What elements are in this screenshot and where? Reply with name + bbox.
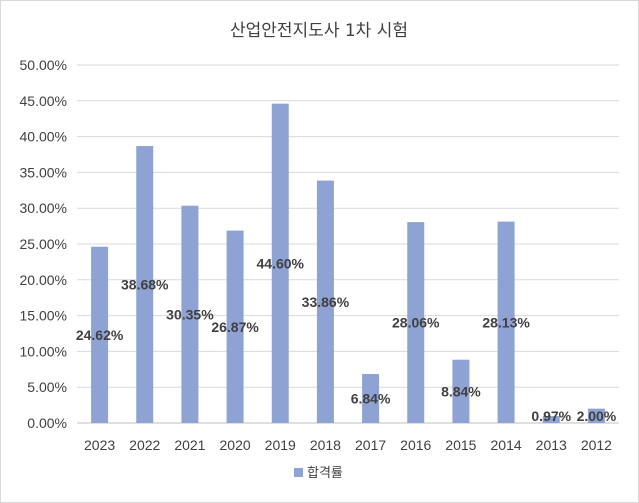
x-tick-label: 2019: [265, 437, 296, 453]
y-axis-ticks: 0.00% 5.00% 10.00% 15.00% 20.00% 25.00% 30.00%…: [20, 57, 67, 431]
bar: [407, 222, 425, 423]
y-tick-label: 15.00%: [20, 308, 67, 324]
x-tick-label: 2018: [310, 437, 341, 453]
y-tick-label: 45.00%: [20, 93, 67, 109]
chart-title: 산업안전지도사 1차 시험: [230, 21, 408, 41]
x-tick-label: 2021: [174, 437, 205, 453]
bar: [542, 416, 560, 423]
gridlines: [77, 64, 619, 424]
bar: [316, 180, 334, 423]
data-label: 33.86%: [302, 294, 350, 310]
data-label: 30.35%: [166, 306, 214, 322]
legend-label: 합격률: [307, 466, 343, 481]
data-label: 28.06%: [392, 315, 440, 331]
data-label: 44.60%: [257, 255, 305, 271]
y-tick-label: 30.00%: [20, 200, 67, 216]
data-label: 38.68%: [121, 277, 169, 293]
bar: [91, 246, 109, 423]
x-tick-label: 2015: [445, 437, 476, 453]
x-tick-label: 2023: [84, 437, 115, 453]
y-tick-label: 5.00%: [27, 379, 67, 395]
bars: [91, 103, 605, 423]
x-tick-label: 2012: [581, 437, 612, 453]
bar: [452, 359, 470, 423]
x-tick-label: 2016: [400, 437, 431, 453]
y-tick-label: 40.00%: [20, 129, 67, 145]
x-tick-label: 2022: [129, 437, 160, 453]
y-tick-label: 35.00%: [20, 164, 67, 180]
bar: [587, 408, 605, 423]
x-tick-label: 2013: [536, 437, 567, 453]
y-tick-label: 10.00%: [20, 343, 67, 359]
legend-swatch: [294, 468, 303, 477]
legend: 합격률: [294, 466, 343, 481]
bar: [271, 103, 289, 423]
bar: [136, 146, 154, 423]
data-label: 8.84%: [441, 383, 481, 399]
y-tick-label: 50.00%: [20, 57, 67, 73]
x-tick-label: 2020: [220, 437, 251, 453]
data-label: 2.00%: [577, 408, 617, 424]
x-axis-ticks: 2023 2022 2021 2020 2019 2018 2017 2016 2015 2014…: [84, 437, 612, 453]
x-tick-label: 2014: [491, 437, 522, 453]
bar: [362, 374, 380, 423]
data-label: 0.97%: [531, 408, 571, 424]
x-tick-label: 2017: [355, 437, 386, 453]
bar: [226, 230, 244, 423]
bar: [181, 205, 199, 423]
data-label: 6.84%: [351, 391, 391, 407]
data-label: 26.87%: [211, 319, 259, 335]
y-tick-label: 0.00%: [27, 415, 67, 431]
y-tick-label: 25.00%: [20, 236, 67, 252]
bar: [497, 221, 515, 423]
y-tick-label: 20.00%: [20, 272, 67, 288]
data-label: 28.13%: [482, 314, 530, 330]
data-labels: 24.62% 38.68% 30.35%26.87% 44.60% 33.86% 6.84…: [76, 255, 617, 424]
data-label: 24.62%: [76, 327, 124, 343]
